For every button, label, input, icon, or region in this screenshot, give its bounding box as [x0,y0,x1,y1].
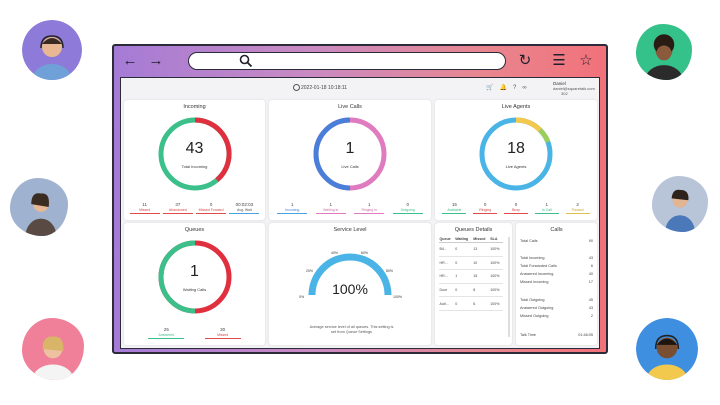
browser-toolbar: ← → ↻ ☰ ☆ [114,46,606,76]
menu-icon[interactable]: ☰ [552,52,566,69]
queues-label: Waiting Calls [182,287,207,292]
avatar-agent-top-right [636,24,692,80]
live-agents-ring [479,117,553,191]
live-calls-stat-outgoing: 0 Outgoing [392,202,423,216]
incoming-title: Incoming [183,104,206,110]
dashboard: 2022-01-18 10:18:11 🛒🔔?∞ Daniel daniel@s… [120,77,600,349]
calls-row-total-outgoing: Total Outgoing 45 [520,298,593,302]
live-agents-title: Live Agents [501,104,531,110]
live-agents-stats: 15 Available 0 Ringing 0 Busy 1 In Call 2 Pau… [439,202,593,216]
forward-arrow-icon[interactable]: → [148,52,164,69]
browser-window: ← → ↻ ☰ ☆ 2022-01-18 10:18:11 🛒🔔?∞ Danie… [112,44,608,354]
live-calls-stats: 1 Incoming 1 Waiting in 1 Ringing in 0 Outgo… [273,202,427,216]
live-calls-title: Live Calls [338,104,362,110]
calls-row-total-incoming: Total Incoming 43 [520,256,593,260]
table-row[interactable]: Door 0 8 100% [439,283,503,298]
table-row[interactable]: HR... 0 10 100% [439,256,503,271]
queue-details-title: Queues Details [454,227,493,233]
user-extension: 302 [561,91,568,96]
incoming-ring [158,117,232,191]
incoming-stat-abandoned: 37 Abandoned [162,202,193,216]
service-level-value: 100% [332,281,368,297]
timestamp: 2022-01-18 10:18:11 [301,85,348,91]
queues-stats: 25 Answered 30 Missed [128,327,261,341]
address-bar[interactable] [188,52,506,70]
dashboard-header: 2022-01-18 10:18:11 🛒🔔?∞ Daniel daniel@s… [121,78,599,100]
queue-details-table: Queue Waiting Missed SLA Bil... 0 13 100% HR..… [439,235,503,311]
live-agents-stat-in-call: 1 In Call [534,202,559,216]
live-calls-card: Live Calls 1 Live Calls 1 Incoming 1 Waiti… [269,100,431,220]
gauge-tick-20: 20% [306,269,314,273]
service-level-card: Service Level 0% 20% 40% 60% 80% 100% 10… [269,223,431,345]
calls-row-talk-time: Talk Time 01:48:05 [520,333,593,337]
gauge-tick-40: 40% [331,251,339,255]
user-email: daniel@squaretalk.com [553,86,595,91]
calls-card: Calls Total Calls 90 Total Incoming 43 Tot… [516,223,597,345]
live-calls-stat-incoming: 1 Incoming [277,202,308,216]
incoming-stat-avg-wait: 00:02:03 Avg. Wait [229,202,260,216]
live-agents-stat-available: 15 Available [442,202,467,216]
live-calls-value: 1 [345,140,355,157]
back-arrow-icon[interactable]: ← [122,52,138,69]
live-agents-value: 18 [507,140,525,157]
calls-row-missed-outgoing: Missed Outgoing 2 [520,314,593,318]
queues-stat-missed: 30 Missed [204,327,241,341]
live-agents-stat-ringing: 0 Ringing [473,202,498,216]
avatar-agent-bottom-right [636,318,698,380]
service-level-gauge [308,253,392,296]
avatar-agent-mid-left [10,178,68,236]
avatar-agent-mid-right [652,176,708,232]
header-icons[interactable]: 🛒🔔?∞ [486,84,533,91]
calls-row-total-calls: Total Calls 90 [520,239,593,243]
live-calls-stat-ringing: 1 Ringing in [354,202,385,216]
live-agents-stat-paused: 2 Paused [565,202,590,216]
live-calls-ring [313,117,387,191]
table-row[interactable]: Bil... 0 13 100% [439,242,503,257]
incoming-stat-missed: 11 Missed [129,202,160,216]
live-agents-stat-busy: 0 Busy [503,202,528,216]
refresh-icon[interactable]: ↻ [518,52,532,69]
glasses-icon[interactable]: ∞ [522,85,533,91]
calls-row-missed-incoming: Missed Incoming 17 [520,280,593,284]
calls-row-answered-outgoing: Answered Outgoing 43 [520,306,593,310]
cart-icon[interactable]: 🛒 [486,85,500,91]
calls-row-forwarded: Total Forwarded Calls 6 [520,264,593,268]
gauge-tick-0: 0% [299,295,305,299]
search-icon [239,54,253,68]
queues-ring [158,240,232,314]
queue-details-scrollbar[interactable] [508,237,510,337]
service-level-note: Average service level of all queues. Thi… [309,325,394,334]
table-row[interactable]: HR... 1 15 100% [439,269,503,284]
service-level-title: Service Level [333,227,367,233]
queues-title: Queues [184,227,205,233]
help-icon[interactable]: ? [512,85,523,91]
queue-details-card: Queues Details Queue Waiting Missed SLA Bil… [435,223,512,345]
live-calls-stat-waiting: 1 Waiting in [315,202,346,216]
incoming-card: Incoming 43 Total Incoming 11 Missed 37 Ab… [124,100,265,220]
incoming-value: 43 [185,140,204,157]
avatar-agent-bottom-left [22,318,84,380]
gauge-tick-100: 100% [393,295,402,299]
avatar-agent-top-left [22,20,82,80]
queues-card: Queues 1 Waiting Calls 25 Answered 30 Miss… [124,223,265,345]
queue-details-header: Queue Waiting Missed SLA [439,235,503,243]
clock-icon [293,84,300,91]
gauge-tick-60: 60% [361,251,369,255]
user-name[interactable]: Daniel [553,81,566,86]
gauge-tick-80: 80% [386,269,394,273]
live-calls-label: Live Calls [341,164,359,169]
incoming-stat-missed-forward: 0 Missed Forward [196,202,227,216]
bookmark-star-icon[interactable]: ☆ [579,52,593,69]
incoming-stats: 11 Missed 37 Abandoned 0 Missed Forward 00:… [128,202,261,216]
queues-stat-answered: 25 Answered [148,327,185,341]
incoming-label: Total Incoming [181,164,208,169]
bell-icon[interactable]: 🔔 [499,85,513,91]
table-row[interactable]: Auti... 0 6 100% [439,296,503,311]
live-agents-label: Live Agents [505,164,527,169]
calls-row-answered-incoming: Answered Incoming 40 [520,272,593,276]
queues-value: 1 [190,263,199,280]
calls-title: Calls [550,227,563,233]
live-agents-card: Live Agents 18 Live Agents 15 Available 0… [435,100,597,220]
